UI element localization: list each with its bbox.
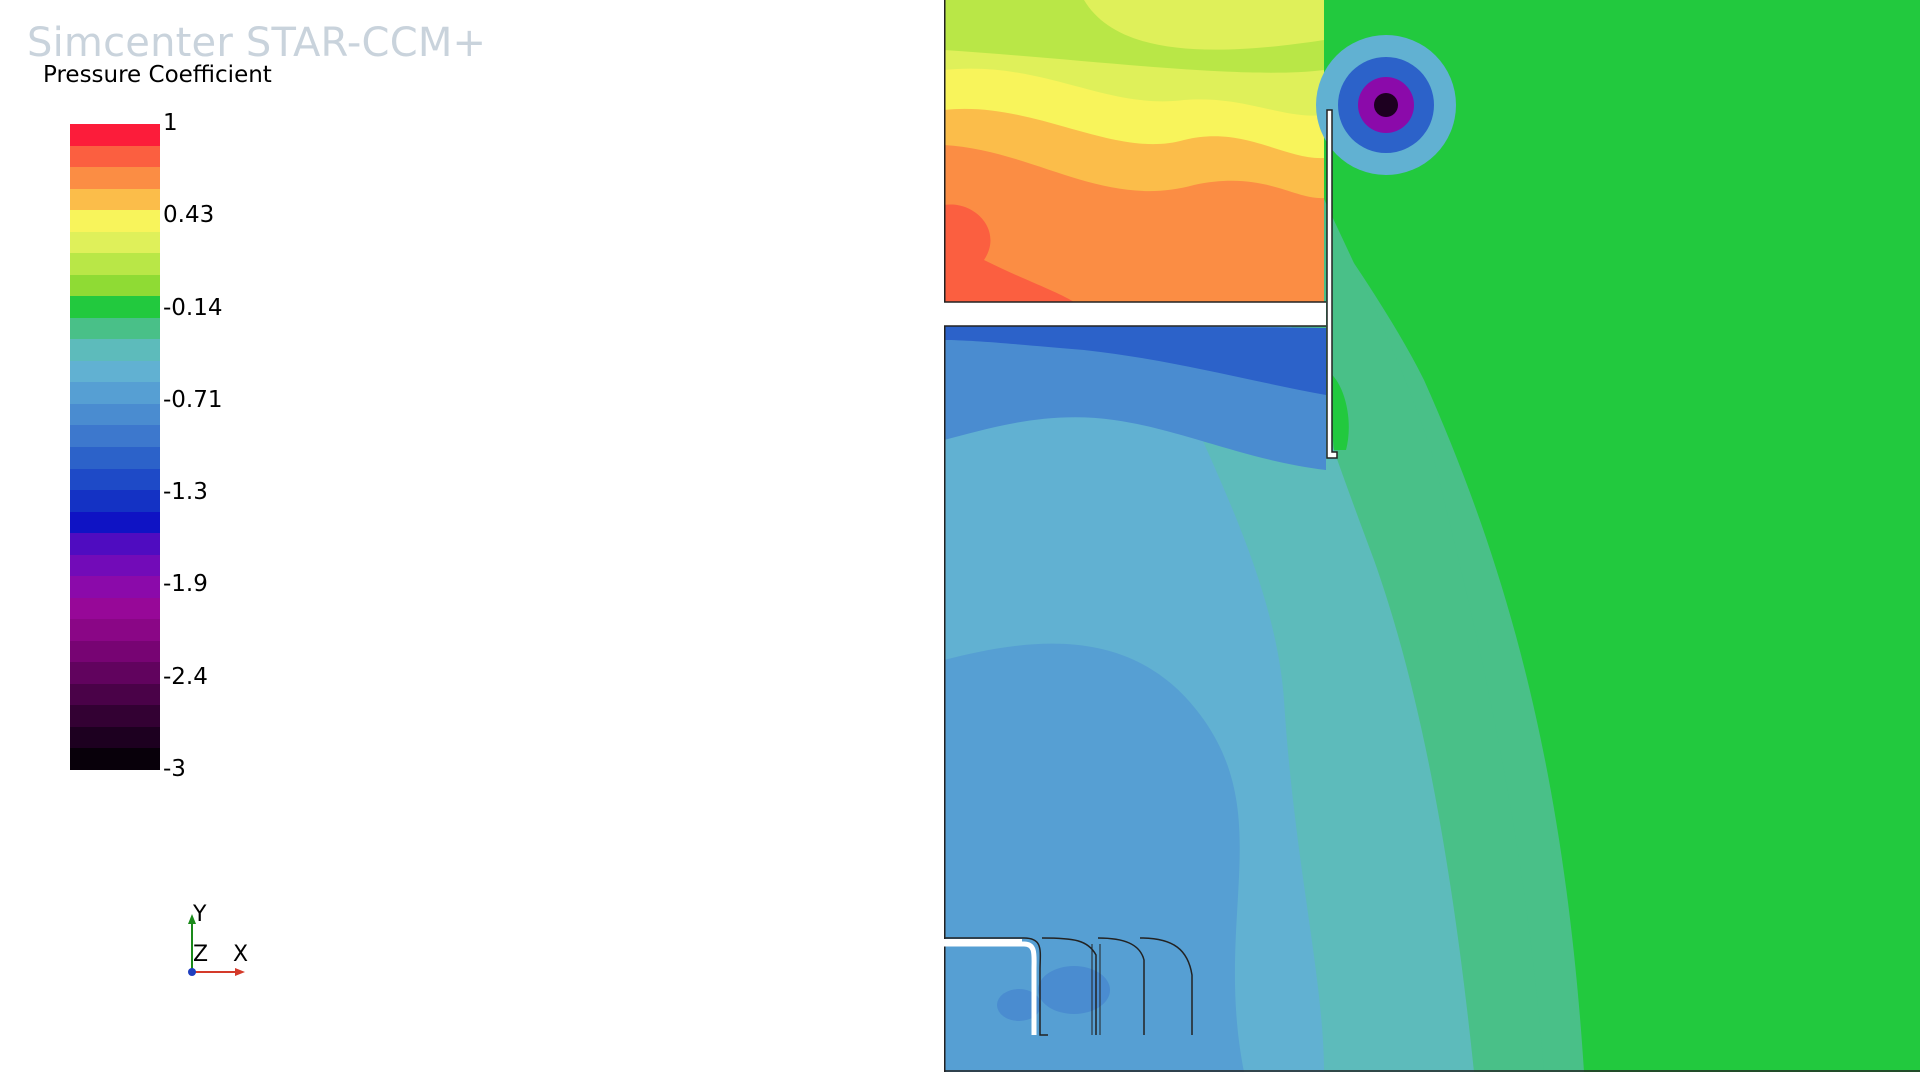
color-bar-band	[70, 554, 160, 577]
channel-gap	[944, 302, 1326, 326]
color-bar-band	[70, 533, 160, 556]
legend-tick-label: -2.4	[163, 663, 208, 690]
pocket-vortex-1	[1038, 966, 1110, 1014]
color-bar-band	[70, 210, 160, 233]
color-bar-band	[70, 683, 160, 706]
y-axis-label: Y	[193, 902, 207, 927]
color-bar-band	[70, 748, 160, 771]
pocket-vortex-2	[997, 989, 1041, 1021]
turning-vanes[interactable]	[944, 937, 1193, 1036]
color-bar-band	[70, 640, 160, 663]
color-bar-band	[70, 705, 160, 728]
field-mid-blue-region	[944, 643, 1244, 1072]
axis-triad-arrows	[188, 914, 245, 976]
color-bar-band	[70, 167, 160, 190]
legend-tick-label: -0.14	[163, 294, 223, 321]
legend-tick-label: 0.43	[163, 202, 215, 229]
field-lime-band	[944, 0, 1324, 73]
axis-triad[interactable]: Y Z X	[175, 900, 255, 980]
legend-tick-label: -3	[163, 756, 186, 782]
field-deep-blue-wake	[944, 325, 1326, 395]
color-bar-band	[70, 145, 160, 168]
z-axis-dot	[188, 968, 196, 976]
field-orange-band	[944, 145, 1324, 302]
z-axis-label: Z	[193, 942, 209, 967]
color-bar-band	[70, 425, 160, 448]
color-bar-band	[70, 274, 160, 297]
color-bar-band	[70, 468, 160, 491]
color-bar-band	[70, 231, 160, 254]
app-brand-watermark: Simcenter STAR-CCM+	[27, 20, 487, 66]
color-bar-band	[70, 447, 160, 470]
color-bar-band	[70, 339, 160, 362]
x-axis-label: X	[233, 942, 249, 967]
y-axis-arrowhead	[188, 914, 196, 924]
field-red-orange-patch	[944, 204, 1074, 302]
color-bar-band	[70, 511, 160, 534]
legend-title: Pressure Coefficient	[43, 62, 272, 88]
color-bar-band	[70, 253, 160, 276]
legend-tick-label: 1	[163, 110, 178, 136]
color-bar-band	[70, 726, 160, 749]
color-bar-band	[70, 490, 160, 513]
color-bar	[70, 124, 160, 771]
graphics-viewport[interactable]	[944, 0, 1920, 1072]
x-axis-arrowhead	[235, 968, 245, 976]
baffle-plate[interactable]	[1326, 109, 1338, 459]
color-bar-band	[70, 317, 160, 340]
color-bar-band	[70, 382, 160, 405]
vortex-core	[1374, 93, 1398, 117]
pressure-contour-scene[interactable]	[944, 0, 1920, 1072]
legend-tick-label: -1.9	[163, 571, 208, 598]
color-bar-band	[70, 597, 160, 620]
color-bar-band	[70, 360, 160, 383]
color-bar-band	[70, 576, 160, 599]
legend-tick-label: -0.71	[163, 386, 223, 413]
color-bar-band	[70, 619, 160, 642]
color-bar-band	[70, 188, 160, 211]
color-bar-band	[70, 296, 160, 319]
legend-tick-label: -1.3	[163, 479, 208, 506]
color-bar-band	[70, 403, 160, 426]
color-bar-band	[70, 662, 160, 685]
color-bar-band	[70, 124, 160, 147]
